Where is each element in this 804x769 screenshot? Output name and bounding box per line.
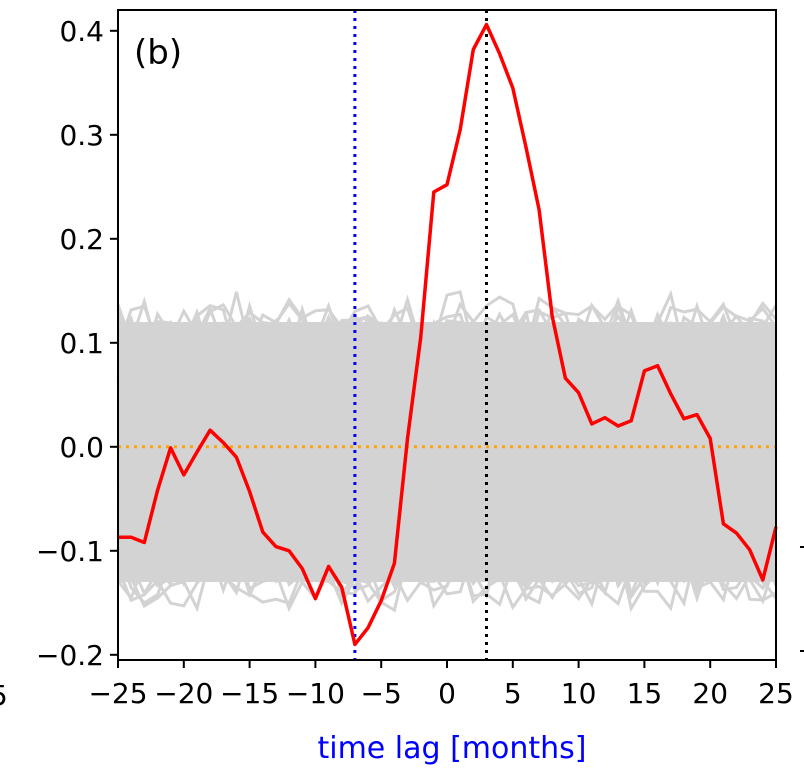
- surrogate-line: [116, 534, 778, 599]
- x-tick-label: −25: [88, 677, 147, 710]
- x-tick-label: −5: [361, 677, 402, 710]
- x-tick-label: 15: [627, 677, 663, 710]
- x-axis-label: time lag [months]: [317, 731, 586, 766]
- surrogate-line: [117, 313, 777, 379]
- surrogate-line: [116, 289, 778, 355]
- x-tick-label: 0: [438, 677, 456, 710]
- surrogate-line: [116, 295, 777, 359]
- x-tick-label: −15: [220, 677, 279, 710]
- surrogate-band: [116, 289, 778, 613]
- y-tick-label: 0.2: [59, 223, 104, 256]
- axis-ticks: −25 −20 −15 −10 −5 0 5 10 15 20 25 −0.2 −0.1 0.0 0.1 0.…: [36, 15, 794, 710]
- x-tick-label: 10: [561, 677, 597, 710]
- reference-lines: [118, 10, 776, 660]
- x-tick-label: 20: [692, 677, 728, 710]
- x-tick-label: −10: [286, 677, 345, 710]
- panel-label: (b): [134, 33, 182, 73]
- surrogate-line: [116, 301, 778, 368]
- y-tick-label: 0.3: [59, 119, 104, 152]
- surrogate-line: [116, 492, 778, 558]
- y-tick-label: 0.1: [59, 327, 104, 360]
- y-tick-label: 0.0: [59, 431, 104, 464]
- x-tick-label: −20: [154, 677, 213, 710]
- y-tick-label: 0.4: [59, 15, 104, 48]
- surrogate-line: [117, 416, 777, 483]
- x-tick-label: 5: [504, 677, 522, 710]
- x-tick-label: 25: [758, 677, 794, 710]
- y-tick-label: −0.1: [36, 535, 104, 568]
- left-cut-tick-label: 5: [0, 679, 8, 712]
- cross-correlation-line: [118, 22, 778, 647]
- series-layer: [118, 22, 778, 647]
- y-tick-label: −0.2: [36, 639, 104, 672]
- surrogate-line: [116, 522, 778, 591]
- surrogate-line: [116, 434, 778, 502]
